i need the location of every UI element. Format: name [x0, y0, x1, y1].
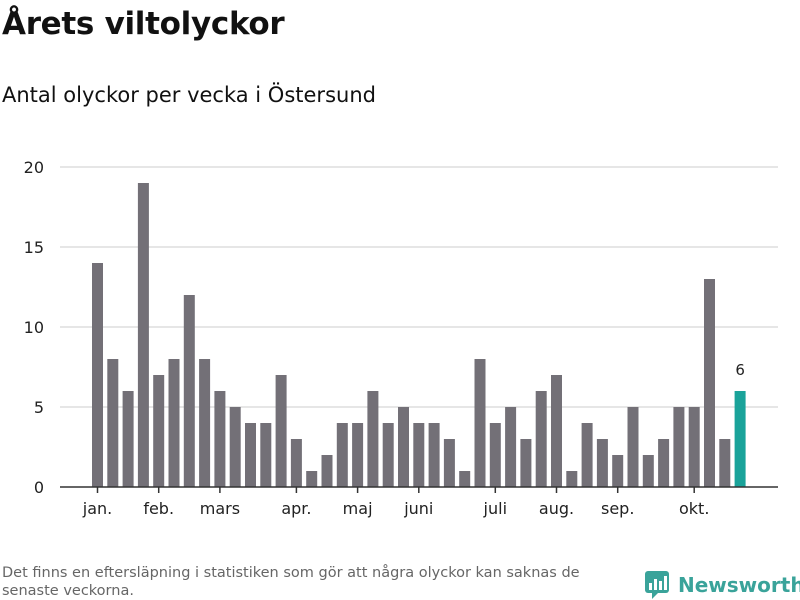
bar [275, 375, 287, 487]
x-tick-label: jan. [82, 499, 112, 518]
bar [489, 423, 501, 487]
bar [443, 439, 455, 487]
y-tick-label: 5 [34, 398, 44, 417]
bar [336, 423, 348, 487]
bar [260, 423, 272, 487]
bar [398, 407, 409, 487]
x-tick-label: maj [343, 499, 373, 518]
data-label: 6 [735, 361, 745, 379]
bar [551, 375, 562, 487]
bar [535, 391, 547, 487]
chart-subtitle: Antal olyckor per vecka i Östersund [2, 83, 376, 107]
brand-logo[interactable]: Newsworthy [644, 570, 800, 600]
bar [658, 439, 670, 487]
bar [566, 471, 578, 487]
bar [122, 391, 134, 487]
x-tick-label: juni [403, 499, 433, 518]
bar [352, 423, 364, 487]
bar [627, 407, 639, 487]
x-tick-label: mars [200, 499, 240, 518]
y-tick-label: 10 [24, 318, 44, 337]
bar [719, 439, 731, 487]
bar [367, 391, 379, 487]
brand-name: Newsworthy [678, 573, 800, 597]
bar [612, 455, 624, 487]
bar [596, 439, 608, 487]
bar [290, 439, 302, 487]
bar [306, 471, 318, 487]
y-tick-label: 20 [24, 158, 44, 177]
bar [321, 455, 333, 487]
bar-highlight [734, 391, 746, 487]
bar [214, 391, 226, 487]
bar [245, 423, 256, 487]
x-tick-label: sep. [601, 499, 634, 518]
bar [92, 263, 103, 487]
y-tick-label: 0 [34, 478, 44, 497]
bar [581, 423, 593, 487]
bar [642, 455, 654, 487]
bar [474, 359, 486, 487]
bar [183, 295, 195, 487]
bar [688, 407, 700, 487]
bar [428, 423, 440, 487]
bar [459, 471, 471, 487]
bar [199, 359, 211, 487]
bar-chart: 0 5 10 15 20 6 jan. feb. mars apr. maj juni juli aug.… [24, 158, 778, 518]
bar [520, 439, 532, 487]
bar [153, 375, 165, 487]
bar [137, 183, 149, 487]
bar [382, 423, 394, 487]
x-tick-label: feb. [143, 499, 174, 518]
bar [107, 359, 119, 487]
x-tick-label: aug. [539, 499, 574, 518]
bar [413, 423, 425, 487]
bar [673, 407, 685, 487]
bar [168, 359, 180, 487]
newsworthy-logo-icon [645, 571, 669, 599]
x-tick-label: apr. [281, 499, 311, 518]
y-tick-label: 15 [24, 238, 44, 257]
chart-title: Årets viltolyckor [2, 6, 285, 42]
bar [505, 407, 517, 487]
bar [704, 279, 715, 487]
x-tick-label: okt. [679, 499, 709, 518]
footnote: Det finns en eftersläpning i statistiken… [2, 565, 580, 599]
x-tick-label: juli [483, 499, 507, 518]
bar [229, 407, 241, 487]
